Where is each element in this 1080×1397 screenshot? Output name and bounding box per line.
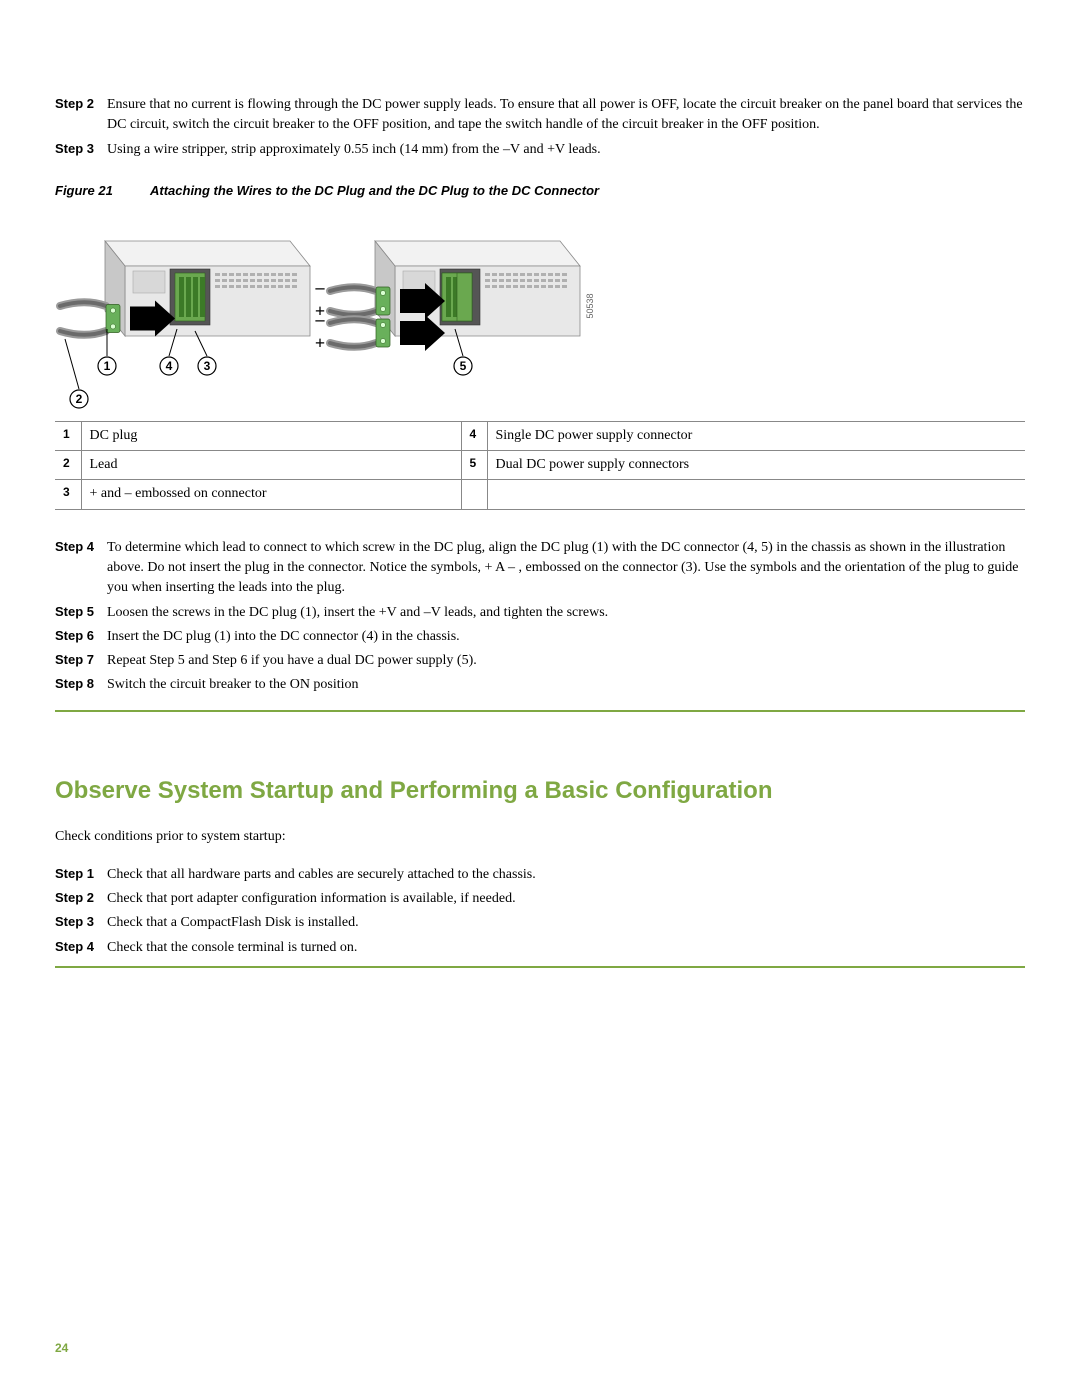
legend-row: 2Lead5Dual DC power supply connectors xyxy=(55,451,1025,480)
step-label: Step 6 xyxy=(55,627,107,646)
step-row: Step 4To determine which lead to connect… xyxy=(55,538,1025,599)
step-text: Check that all hardware parts and cables… xyxy=(107,865,1025,885)
legend-num: 3 xyxy=(55,480,81,509)
step-text: Check that port adapter configuration in… xyxy=(107,889,1025,909)
legend-text: Dual DC power supply connectors xyxy=(487,451,1025,480)
step-row: Step 4Check that the console terminal is… xyxy=(55,938,1025,958)
step-label: Step 7 xyxy=(55,651,107,670)
step-text: Ensure that no current is flowing throug… xyxy=(107,95,1025,136)
legend-row: 3+ and – embossed on connector xyxy=(55,480,1025,509)
svg-text:5: 5 xyxy=(460,359,467,373)
legend-text xyxy=(487,480,1025,509)
legend-num: 5 xyxy=(461,451,487,480)
steps-mid: Step 4To determine which lead to connect… xyxy=(55,538,1025,696)
step-label: Step 8 xyxy=(55,675,107,694)
page-number: 24 xyxy=(55,1340,68,1357)
divider xyxy=(55,966,1025,968)
figure-label: Figure 21 xyxy=(55,182,150,201)
svg-text:–: – xyxy=(315,309,326,329)
svg-text:4: 4 xyxy=(166,359,173,373)
svg-text:–: – xyxy=(315,277,326,297)
legend-table: 1DC plug4Single DC power supply connecto… xyxy=(55,421,1025,510)
intro-text: Check conditions prior to system startup… xyxy=(55,827,1025,847)
step-label: Step 5 xyxy=(55,603,107,622)
step-label: Step 4 xyxy=(55,938,107,957)
legend-num xyxy=(461,480,487,509)
legend-num: 1 xyxy=(55,421,81,450)
step-text: Repeat Step 5 and Step 6 if you have a d… xyxy=(107,651,1025,671)
step-label: Step 3 xyxy=(55,140,107,159)
step-label: Step 2 xyxy=(55,889,107,908)
svg-text:50538: 50538 xyxy=(585,293,595,318)
step-text: Loosen the screws in the DC plug (1), in… xyxy=(107,603,1025,623)
step-row: Step 5Loosen the screws in the DC plug (… xyxy=(55,603,1025,623)
figure-title: Attaching the Wires to the DC Plug and t… xyxy=(150,182,599,201)
step-row: Step 7Repeat Step 5 and Step 6 if you ha… xyxy=(55,651,1025,671)
step-row: Step 1Check that all hardware parts and … xyxy=(55,865,1025,885)
step-row: Step 8Switch the circuit breaker to the … xyxy=(55,675,1025,695)
figure-caption: Figure 21 Attaching the Wires to the DC … xyxy=(55,182,1025,201)
divider xyxy=(55,710,1025,712)
steps-bottom: Step 1Check that all hardware parts and … xyxy=(55,865,1025,958)
figure-svg: –+–+–+5053812345 xyxy=(55,211,615,411)
svg-text:3: 3 xyxy=(204,359,211,373)
legend-text: + and – embossed on connector xyxy=(81,480,461,509)
legend-text: DC plug xyxy=(81,421,461,450)
figure-diagram: –+–+–+5053812345 xyxy=(55,211,1025,406)
step-label: Step 3 xyxy=(55,913,107,932)
step-label: Step 1 xyxy=(55,865,107,884)
svg-text:1: 1 xyxy=(104,359,111,373)
legend-text: Single DC power supply connector xyxy=(487,421,1025,450)
step-text: Check that the console terminal is turne… xyxy=(107,938,1025,958)
step-text: Insert the DC plug (1) into the DC conne… xyxy=(107,627,1025,647)
svg-text:–: – xyxy=(55,292,56,312)
step-label: Step 4 xyxy=(55,538,107,557)
step-row: Step 3 Using a wire stripper, strip appr… xyxy=(55,140,1025,160)
legend-num: 4 xyxy=(461,421,487,450)
step-row: Step 2 Ensure that no current is flowing… xyxy=(55,95,1025,136)
steps-top: Step 2 Ensure that no current is flowing… xyxy=(55,95,1025,160)
svg-text:+: + xyxy=(315,333,325,353)
section-heading: Observe System Startup and Performing a … xyxy=(55,774,1025,809)
step-row: Step 6Insert the DC plug (1) into the DC… xyxy=(55,627,1025,647)
step-text: Check that a CompactFlash Disk is instal… xyxy=(107,913,1025,933)
step-label: Step 2 xyxy=(55,95,107,114)
step-text: To determine which lead to connect to wh… xyxy=(107,538,1025,599)
legend-text: Lead xyxy=(81,451,461,480)
legend-num: 2 xyxy=(55,451,81,480)
step-text: Switch the circuit breaker to the ON pos… xyxy=(107,675,1025,695)
legend-row: 1DC plug4Single DC power supply connecto… xyxy=(55,421,1025,450)
step-text: Using a wire stripper, strip approximate… xyxy=(107,140,1025,160)
step-row: Step 2Check that port adapter configurat… xyxy=(55,889,1025,909)
svg-text:2: 2 xyxy=(76,392,83,406)
step-row: Step 3Check that a CompactFlash Disk is … xyxy=(55,913,1025,933)
